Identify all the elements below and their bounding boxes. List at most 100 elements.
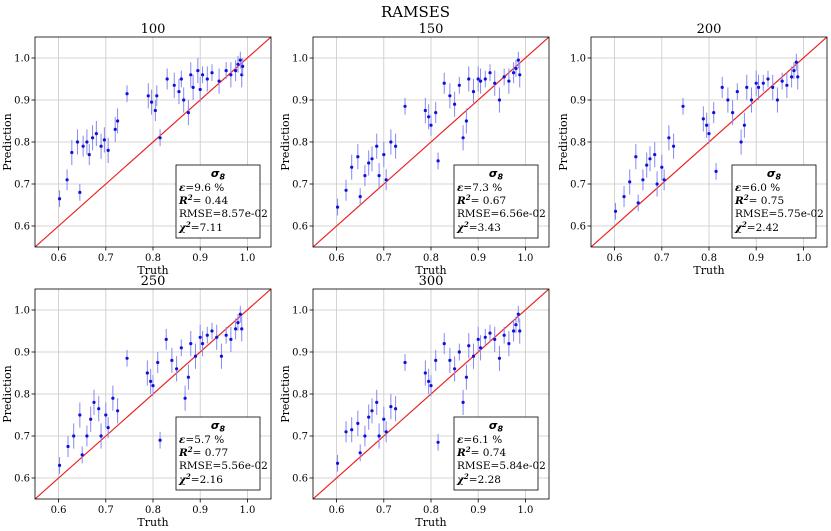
- data-point: [745, 85, 749, 89]
- y-tick-label: 1.0: [292, 306, 308, 317]
- data-point: [434, 358, 438, 362]
- data-point: [434, 111, 438, 115]
- stats-rmse: RMSE=5.75e-02: [735, 208, 824, 220]
- data-point: [78, 190, 82, 194]
- data-point: [645, 163, 649, 167]
- data-point: [681, 104, 685, 108]
- data-point: [182, 98, 186, 102]
- data-point: [241, 64, 245, 68]
- stats-eps: ε=7.3 %: [457, 182, 502, 194]
- stats-rmse: RMSE=6.56e-02: [457, 208, 546, 220]
- data-point: [775, 98, 780, 102]
- data-point: [613, 209, 618, 213]
- data-point: [200, 73, 205, 77]
- data-point: [461, 400, 465, 404]
- data-point: [464, 375, 468, 379]
- y-tick-label: 0.6: [14, 474, 30, 485]
- data-point: [57, 197, 62, 201]
- y-axis-label: Prediction: [279, 113, 292, 171]
- x-tick-label: 0.9: [470, 505, 486, 516]
- panel-title: 100: [141, 22, 166, 37]
- stats-r2: R2= 0.77: [178, 445, 228, 459]
- data-point: [448, 358, 452, 362]
- figure-title: RAMSES: [381, 3, 450, 21]
- data-point: [111, 396, 115, 400]
- data-point: [90, 136, 95, 140]
- data-point: [429, 384, 433, 388]
- data-point: [356, 421, 360, 425]
- stats-r2: R2= 0.44: [178, 193, 228, 207]
- data-point: [792, 69, 796, 73]
- x-tick-label: 0.9: [470, 253, 486, 264]
- data-point: [476, 337, 480, 341]
- data-point: [436, 159, 440, 163]
- data-point: [238, 58, 242, 62]
- stats-eps: ε=6.1 %: [457, 434, 502, 446]
- data-point: [403, 360, 407, 365]
- y-axis-label: Prediction: [279, 365, 292, 423]
- panel-title: 200: [697, 22, 722, 37]
- data-point: [518, 73, 522, 77]
- data-point: [382, 153, 386, 157]
- data-point: [217, 79, 221, 83]
- data-point: [175, 367, 179, 371]
- data-point: [507, 79, 511, 83]
- data-point: [350, 428, 354, 432]
- data-point: [155, 94, 159, 98]
- data-point: [172, 83, 176, 87]
- data-point: [771, 85, 775, 89]
- data-point: [377, 174, 381, 178]
- x-tick-label: 0.8: [145, 505, 161, 516]
- data-point: [497, 98, 502, 102]
- data-point: [488, 331, 492, 335]
- data-point: [375, 144, 379, 148]
- data-point: [205, 77, 209, 81]
- stats-eps: ε=6.0 %: [735, 182, 780, 194]
- data-point: [146, 94, 150, 98]
- data-point: [153, 108, 157, 113]
- data-point: [65, 178, 69, 182]
- y-tick-label: 0.6: [14, 222, 30, 233]
- x-tick-label: 0.8: [423, 253, 439, 264]
- data-point: [493, 337, 497, 341]
- stats-box: [731, 164, 817, 239]
- stats-rmse: RMSE=8.57e-02: [179, 208, 268, 220]
- data-point: [448, 94, 452, 98]
- data-point: [507, 342, 511, 346]
- data-point: [731, 111, 735, 115]
- stats-eps: ε=9.6 %: [179, 182, 224, 194]
- data-point: [234, 327, 238, 331]
- data-point: [224, 333, 228, 337]
- data-point: [125, 356, 129, 360]
- panel-150: 0.6 0.7 0.8 0.9 1.0 0.6 0.7 0.8 0.9 1.0 150 Truth Pr…: [279, 22, 550, 277]
- data-point: [179, 77, 183, 81]
- data-point: [457, 350, 461, 354]
- data-point: [634, 155, 638, 159]
- stats-rmse: RMSE=5.56e-02: [179, 460, 268, 472]
- panel-title: 250: [141, 274, 166, 289]
- data-point: [662, 178, 666, 182]
- data-point: [238, 312, 242, 316]
- x-axis-label: Truth: [415, 516, 446, 529]
- y-tick-label: 1.0: [570, 54, 586, 65]
- data-point: [514, 323, 518, 327]
- data-point: [377, 434, 381, 438]
- data-point: [210, 71, 214, 75]
- data-point: [116, 119, 120, 123]
- data-point: [358, 195, 362, 199]
- y-tick-label: 0.7: [292, 180, 308, 191]
- x-tick-label: 1.0: [795, 253, 811, 264]
- data-point: [742, 123, 747, 127]
- data-point: [335, 205, 340, 209]
- x-tick-label: 0.7: [376, 253, 392, 264]
- x-tick-label: 0.6: [51, 505, 67, 516]
- data-point: [158, 438, 162, 442]
- data-point: [756, 85, 761, 89]
- data-point: [497, 356, 502, 360]
- data-point: [210, 329, 214, 333]
- data-point: [705, 123, 709, 127]
- data-point: [370, 409, 374, 413]
- x-tick-label: 0.9: [748, 253, 764, 264]
- data-point: [196, 69, 200, 73]
- data-point: [389, 140, 393, 144]
